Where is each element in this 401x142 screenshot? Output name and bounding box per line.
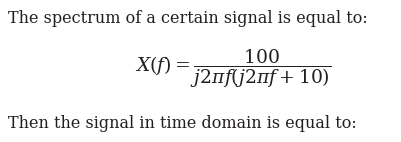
Text: Then the signal in time domain is equal to:: Then the signal in time domain is equal … (8, 115, 356, 132)
Text: The spectrum of a certain signal is equal to:: The spectrum of a certain signal is equa… (8, 10, 367, 27)
Text: $X(f) = \dfrac{100}{j2\pi f(j2\pi f + 10)}$: $X(f) = \dfrac{100}{j2\pi f(j2\pi f + 10… (135, 47, 330, 90)
